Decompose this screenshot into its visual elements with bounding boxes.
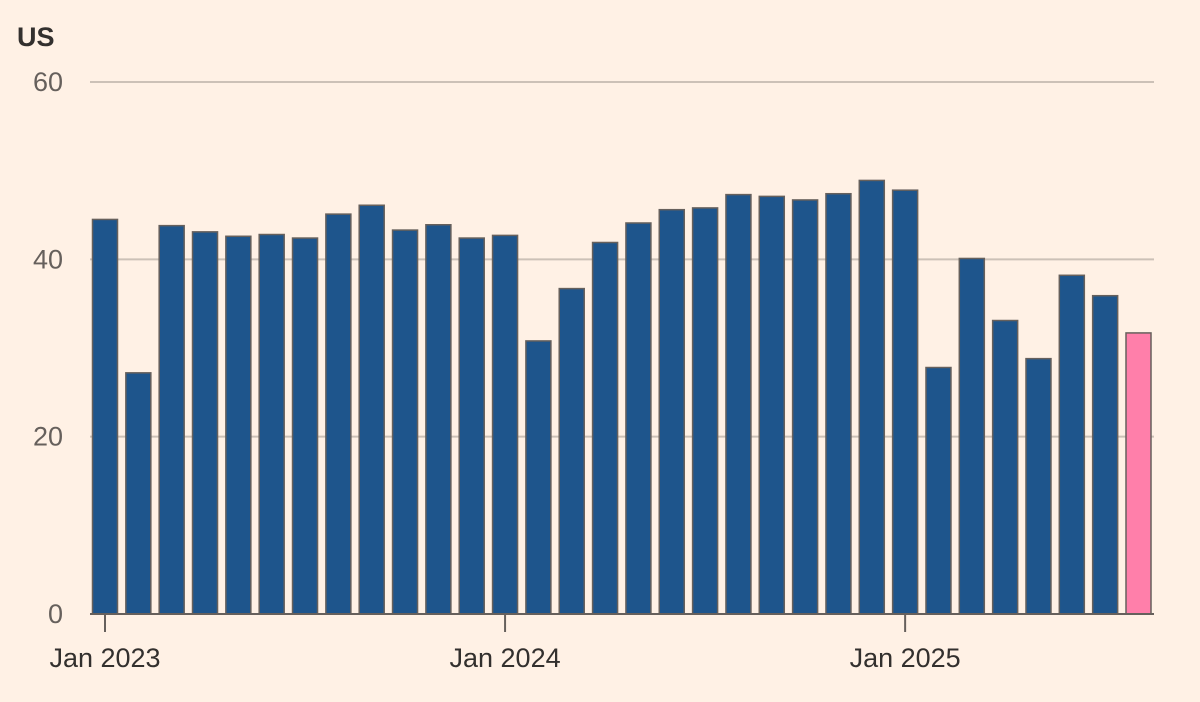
bar: [125, 372, 152, 615]
y-tick-label: 60: [33, 67, 63, 97]
y-tick-label: 40: [33, 244, 63, 274]
bars: [91, 179, 1152, 615]
bar: [925, 366, 952, 615]
bar: [525, 340, 552, 615]
bar: [825, 192, 852, 615]
bar: [891, 189, 919, 615]
bar: [1025, 357, 1052, 615]
y-tick-label: 20: [33, 422, 63, 452]
bar: [225, 235, 252, 615]
bar: [191, 231, 219, 615]
bar: [158, 224, 185, 615]
x-axis-ticks: Jan 2023 Jan 2024 Jan 2025: [49, 614, 961, 673]
bar: [991, 319, 1019, 615]
bar: [325, 213, 352, 615]
x-tick-label: Jan 2025: [850, 643, 961, 673]
bar: [591, 241, 619, 615]
bar-highlighted: [1125, 332, 1152, 615]
bar: [358, 204, 385, 615]
bar: [625, 222, 652, 615]
bar: [391, 229, 419, 615]
x-tick-label: Jan 2024: [450, 643, 561, 673]
y-axis-ticks: 0 20 40 60: [33, 67, 63, 629]
bar: [1058, 274, 1086, 615]
bar: [791, 199, 819, 615]
bar: [858, 179, 886, 615]
bar: [758, 195, 786, 615]
y-tick-label: 0: [48, 599, 63, 629]
bar: [491, 234, 519, 615]
bar: [558, 287, 585, 615]
bar: [91, 218, 119, 615]
x-tick-label: Jan 2023: [49, 643, 160, 673]
bar: [691, 207, 719, 615]
chart-title: US: [17, 22, 55, 52]
bar: [958, 257, 986, 615]
bar: [291, 237, 319, 615]
bar: [1091, 294, 1119, 615]
bar: [258, 233, 285, 615]
bar: [458, 237, 485, 615]
bar: [425, 224, 452, 615]
bar: [725, 193, 752, 615]
bar: [658, 208, 686, 615]
